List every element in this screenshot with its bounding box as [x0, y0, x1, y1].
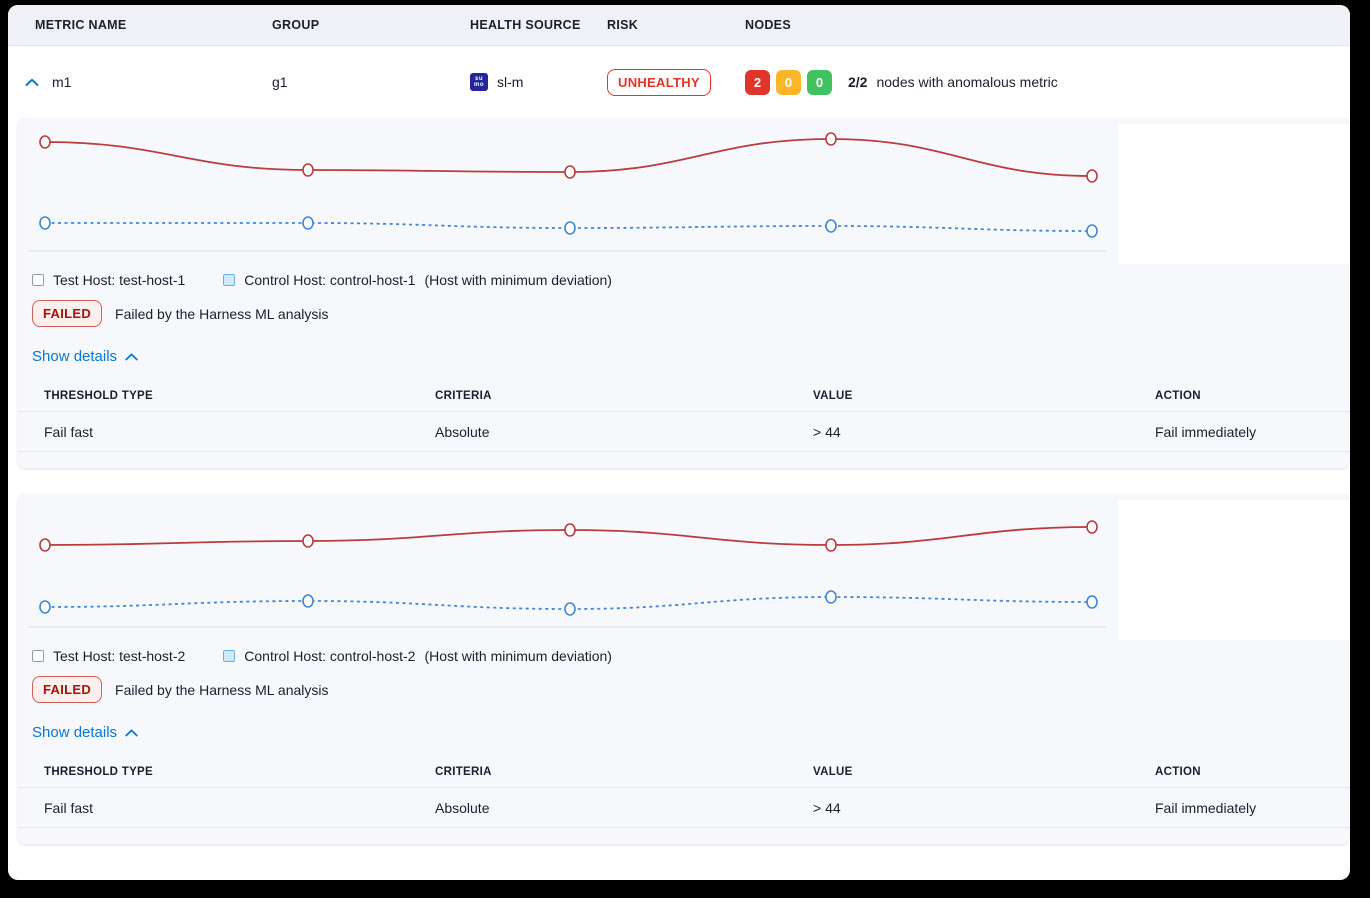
td-action: Fail immediately	[1155, 799, 1257, 816]
test-host-label: Test Host: test-host-1	[53, 272, 186, 288]
minimum-deviation-note: (Host with minimum deviation)	[424, 272, 612, 288]
td-value: > 44	[813, 799, 841, 816]
chevron-up-icon	[125, 353, 138, 360]
th-threshold-type: THRESHOLD TYPE	[44, 765, 153, 778]
nodes-ratio: 2/2	[848, 74, 868, 90]
threshold-details-table: THRESHOLD TYPE CRITERIA VALUE ACTION Fai…	[18, 380, 1350, 452]
metric-row-m1[interactable]: m1 g1 su mo sl-m UNHEALTHY 2 0 0 2/2 node…	[8, 46, 1350, 118]
analysis-failed-message: Failed by the Harness ML analysis	[115, 305, 329, 322]
health-source-name: sl-m	[497, 74, 524, 90]
test-host-label: Test Host: test-host-2	[53, 648, 186, 664]
metric-group: g1	[272, 74, 288, 90]
th-action: ACTION	[1155, 389, 1201, 402]
legend-item-control-host[interactable]: Control Host: control-host-2	[223, 648, 415, 664]
td-threshold-type: Fail fast	[44, 423, 94, 440]
chart-legend: Test Host: test-host-2 Control Host: con…	[18, 640, 1350, 664]
risk-status-badge: UNHEALTHY	[607, 68, 711, 96]
warning-nodes-count-badge: 0	[776, 69, 801, 95]
column-risk: RISK	[607, 18, 639, 32]
control-host-checkbox-icon	[223, 274, 236, 286]
show-details-toggle[interactable]: Show details	[32, 348, 138, 365]
minimum-deviation-note: (Host with minimum deviation)	[424, 648, 612, 664]
host-2-metric-chart[interactable]	[26, 498, 1118, 638]
column-health-source: HEALTH SOURCE	[470, 18, 581, 32]
chevron-up-icon	[125, 729, 138, 736]
sumologic-icon: su mo	[470, 73, 488, 91]
legend-item-test-host[interactable]: Test Host: test-host-1	[32, 272, 185, 288]
th-criteria: CRITERIA	[435, 765, 492, 778]
anomalous-nodes-count-badge: 2	[745, 69, 770, 95]
threshold-table-header: THRESHOLD TYPE CRITERIA VALUE ACTION	[18, 380, 1350, 412]
test-host-checkbox-icon	[32, 274, 44, 286]
nodes-summary-text: nodes with anomalous metric	[876, 74, 1058, 90]
threshold-details-table: THRESHOLD TYPE CRITERIA VALUE ACTION Fai…	[18, 756, 1350, 828]
threshold-table-row: Fail fast Absolute > 44 Fail immediately	[18, 788, 1350, 828]
metric-list-header: METRIC NAME GROUP HEALTH SOURCE RISK NOD…	[8, 5, 1350, 46]
column-nodes: NODES	[745, 18, 791, 32]
host-analysis-panel-1: Test Host: test-host-1 Control Host: con…	[18, 118, 1350, 468]
th-action: ACTION	[1155, 765, 1201, 778]
test-host-checkbox-icon	[32, 650, 44, 662]
host-1-metric-chart[interactable]	[26, 122, 1118, 262]
legend-item-test-host[interactable]: Test Host: test-host-2	[32, 648, 185, 664]
threshold-table-header: THRESHOLD TYPE CRITERIA VALUE ACTION	[18, 756, 1350, 788]
legend-item-control-host[interactable]: Control Host: control-host-1	[223, 272, 415, 288]
show-details-label: Show details	[32, 724, 118, 741]
td-threshold-type: Fail fast	[44, 799, 94, 816]
metric-name: m1	[52, 74, 72, 90]
analysis-failed-message: Failed by the Harness ML analysis	[115, 681, 329, 698]
analysis-failed-badge: FAILED	[32, 300, 103, 327]
th-criteria: CRITERIA	[435, 389, 492, 402]
metrics-analysis-panel: METRIC NAME GROUP HEALTH SOURCE RISK NOD…	[8, 5, 1350, 880]
td-action: Fail immediately	[1155, 423, 1257, 440]
td-criteria: Absolute	[435, 423, 490, 440]
control-host-label: Control Host: control-host-1	[244, 272, 416, 288]
collapse-chevron-up-icon[interactable]	[25, 78, 39, 87]
chart-side-placeholder	[1118, 500, 1350, 640]
analysis-failed-badge: FAILED	[32, 676, 103, 703]
th-value: VALUE	[813, 389, 853, 402]
chart-legend: Test Host: test-host-1 Control Host: con…	[18, 264, 1350, 288]
column-metric-name: METRIC NAME	[35, 18, 127, 32]
show-details-label: Show details	[32, 348, 118, 365]
host-analysis-panel-2: Test Host: test-host-2 Control Host: con…	[18, 494, 1350, 844]
td-value: > 44	[813, 423, 841, 440]
healthy-nodes-count-badge: 0	[807, 69, 832, 95]
control-host-checkbox-icon	[223, 650, 236, 662]
show-details-toggle[interactable]: Show details	[32, 724, 138, 741]
th-value: VALUE	[813, 765, 853, 778]
control-host-label: Control Host: control-host-2	[244, 648, 416, 664]
th-threshold-type: THRESHOLD TYPE	[44, 389, 153, 402]
column-group: GROUP	[272, 18, 320, 32]
threshold-table-row: Fail fast Absolute > 44 Fail immediately	[18, 412, 1350, 452]
td-criteria: Absolute	[435, 799, 490, 816]
chart-side-placeholder	[1118, 124, 1350, 264]
